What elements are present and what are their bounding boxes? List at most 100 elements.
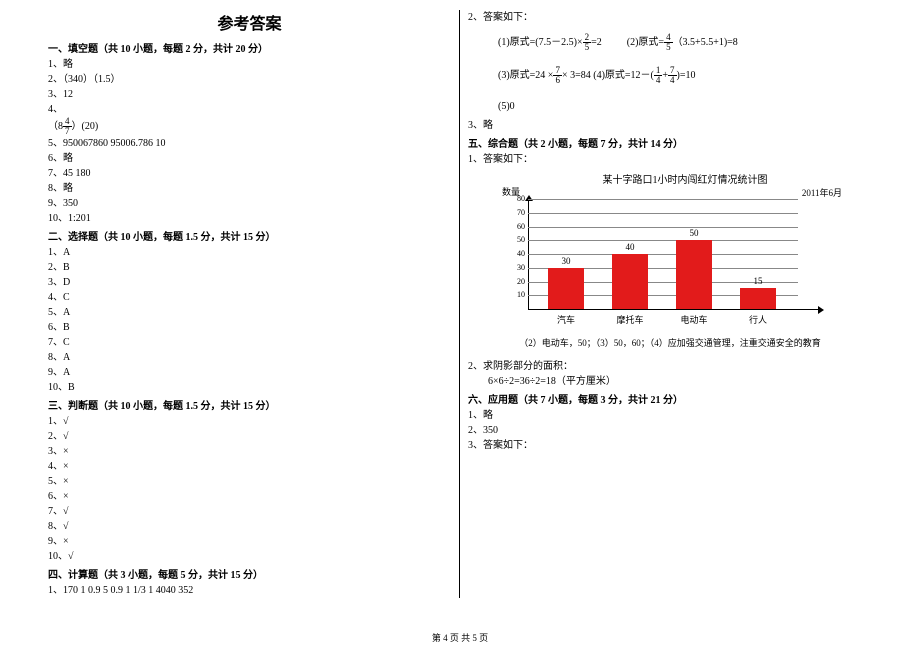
answer-1-5: 5、950067860 95006.786 10 bbox=[48, 136, 451, 151]
answer-3-3: 3、× bbox=[48, 444, 451, 459]
a4-open: （8 bbox=[48, 119, 63, 134]
answer-1-3: 3、12 bbox=[48, 87, 451, 102]
y-tick-label: 30 bbox=[500, 263, 525, 272]
answer-3-7: 7、√ bbox=[48, 504, 451, 519]
chart-date: 2011年6月 bbox=[498, 186, 872, 199]
answer-2-9: 9、A bbox=[48, 365, 451, 380]
answer-2-4: 4、C bbox=[48, 290, 451, 305]
gridline bbox=[528, 199, 798, 200]
page-footer: 第 4 页 共 5 页 bbox=[0, 631, 920, 644]
y-tick-label: 50 bbox=[500, 235, 525, 244]
gridline bbox=[528, 213, 798, 214]
answer-6-3: 3、答案如下： bbox=[468, 438, 872, 453]
chart-container: 某十字路口1小时内闯红灯情况统计图 2011年6月 数量 10203040506… bbox=[498, 171, 872, 329]
x-axis bbox=[528, 309, 818, 310]
fraction-icon: 2 5 bbox=[583, 33, 592, 52]
a4-prefix: 4、 bbox=[48, 104, 63, 115]
x-tick-label: 电动车 bbox=[669, 313, 719, 326]
answer-2-1: 1、A bbox=[48, 245, 451, 260]
answer-6-2: 2、350 bbox=[468, 423, 872, 438]
expr-row-1: (1)原式=(7.5－2.5)× 2 5 =2 (2)原式= 4 5 （3.5+… bbox=[498, 33, 872, 52]
chart-title: 某十字路口1小时内闯红灯情况统计图 bbox=[498, 171, 872, 186]
gridline bbox=[528, 240, 798, 241]
answer-2-8: 8、A bbox=[48, 350, 451, 365]
y-tick-label: 20 bbox=[500, 277, 525, 286]
x-tick-label: 摩托车 bbox=[605, 313, 655, 326]
answer-6-1: 1、略 bbox=[468, 408, 872, 423]
expr4-a: (4)原式=12－( bbox=[593, 68, 654, 83]
section2-header: 二、选择题（共 10 小题，每题 1.5 分，共计 15 分） bbox=[48, 228, 451, 243]
answer-1-9: 9、350 bbox=[48, 196, 451, 211]
expr4-b: )=10 bbox=[677, 68, 696, 83]
x-tick-label: 行人 bbox=[733, 313, 783, 326]
answer-2-10: 10、B bbox=[48, 380, 451, 395]
answer-4-3: 3、略 bbox=[468, 118, 872, 133]
answer-5-1: 1、答案如下： bbox=[468, 152, 872, 167]
fraction-icon: 1 4 bbox=[654, 66, 663, 85]
answer-2-2: 2、B bbox=[48, 260, 451, 275]
expr1-a: (1)原式=(7.5－2.5)× bbox=[498, 35, 583, 50]
fraction-icon: 7 4 bbox=[668, 66, 677, 85]
section6-header: 六、应用题（共 7 小题，每题 3 分，共计 21 分） bbox=[468, 391, 872, 406]
y-tick-label: 40 bbox=[500, 249, 525, 258]
answer-1-2: 2、（340）（1.5） bbox=[48, 72, 451, 87]
answer-1-4: 4、 bbox=[48, 102, 451, 117]
answer-1-6: 6、略 bbox=[48, 151, 451, 166]
answer-4-2: 2、答案如下： bbox=[468, 10, 872, 25]
up-arrow-icon bbox=[525, 195, 533, 201]
y-tick-label: 70 bbox=[500, 208, 525, 217]
answer-3-4: 4、× bbox=[48, 459, 451, 474]
answer-1-4b: （8 4 7 ）(20) bbox=[48, 117, 98, 136]
chart-bar bbox=[612, 254, 648, 309]
fraction-icon: 4 7 bbox=[63, 117, 72, 136]
expr-row-2: (3)原式=24 × 7 6 × 3=84 (4)原式=12－( 1 4 + 7… bbox=[498, 66, 872, 85]
a4-close: ）(20) bbox=[72, 119, 99, 134]
expr3-a: (3)原式=24 × bbox=[498, 68, 553, 83]
bar-value-label: 50 bbox=[676, 228, 712, 238]
answer-1-1: 1、略 bbox=[48, 57, 451, 72]
gridline bbox=[528, 227, 798, 228]
expr3-mid: × 3=84 bbox=[562, 68, 591, 83]
bar-chart: 数量 102030405060708030汽车40摩托车50电动车15行人 bbox=[498, 199, 828, 329]
answer-3-9: 9、× bbox=[48, 534, 451, 549]
chart-bar bbox=[548, 268, 584, 309]
expr5: (5)0 bbox=[498, 99, 872, 114]
x-tick-label: 汽车 bbox=[541, 313, 591, 326]
answer-2-3: 3、D bbox=[48, 275, 451, 290]
section4-header: 四、计算题（共 3 小题，每题 5 分，共计 15 分） bbox=[48, 566, 451, 581]
chart-bar bbox=[740, 288, 776, 309]
answer-5-2a: 2、求阴影部分的面积： bbox=[468, 359, 872, 374]
expr2-b: （3.5+5.5+1)=8 bbox=[673, 35, 738, 50]
answer-3-6: 6、× bbox=[48, 489, 451, 504]
section3-header: 三、判断题（共 10 小题，每题 1.5 分，共计 15 分） bbox=[48, 397, 451, 412]
answer-3-10: 10、√ bbox=[48, 549, 451, 564]
bar-value-label: 15 bbox=[740, 276, 776, 286]
answer-2-6: 6、B bbox=[48, 320, 451, 335]
section5-header: 五、综合题（共 2 小题，每题 7 分，共计 14 分） bbox=[468, 135, 872, 150]
fraction-icon: 7 6 bbox=[553, 66, 562, 85]
left-column: 参考答案 一、填空题（共 10 小题，每题 2 分，共计 20 分） 1、略 2… bbox=[40, 10, 460, 598]
answer-2-5: 5、A bbox=[48, 305, 451, 320]
bar-value-label: 30 bbox=[548, 256, 584, 266]
chart-bar bbox=[676, 240, 712, 309]
y-tick-label: 60 bbox=[500, 222, 525, 231]
answer-3-1: 1、√ bbox=[48, 414, 451, 429]
expr1-b: =2 bbox=[591, 35, 602, 50]
answer-3-5: 5、× bbox=[48, 474, 451, 489]
expr2-a: (2)原式= bbox=[627, 35, 664, 50]
page-title: 参考答案 bbox=[48, 10, 451, 34]
right-column: 2、答案如下： (1)原式=(7.5－2.5)× 2 5 =2 (2)原式= 4… bbox=[460, 10, 880, 598]
bar-value-label: 40 bbox=[612, 242, 648, 252]
answer-2-7: 7、C bbox=[48, 335, 451, 350]
right-arrow-icon bbox=[818, 306, 824, 314]
answer-3-2: 2、√ bbox=[48, 429, 451, 444]
y-tick-label: 80 bbox=[500, 194, 525, 203]
answer-1-10: 10、1:201 bbox=[48, 211, 451, 226]
y-tick-label: 10 bbox=[500, 290, 525, 299]
section1-header: 一、填空题（共 10 小题，每题 2 分，共计 20 分） bbox=[48, 40, 451, 55]
answer-4-1: 1、170 1 0.9 5 0.9 1 1/3 1 4040 352 bbox=[48, 583, 451, 598]
answer-3-8: 8、√ bbox=[48, 519, 451, 534]
fraction-icon: 4 5 bbox=[664, 33, 673, 52]
answer-1-7: 7、45 180 bbox=[48, 166, 451, 181]
answer-1-8: 8、略 bbox=[48, 181, 451, 196]
